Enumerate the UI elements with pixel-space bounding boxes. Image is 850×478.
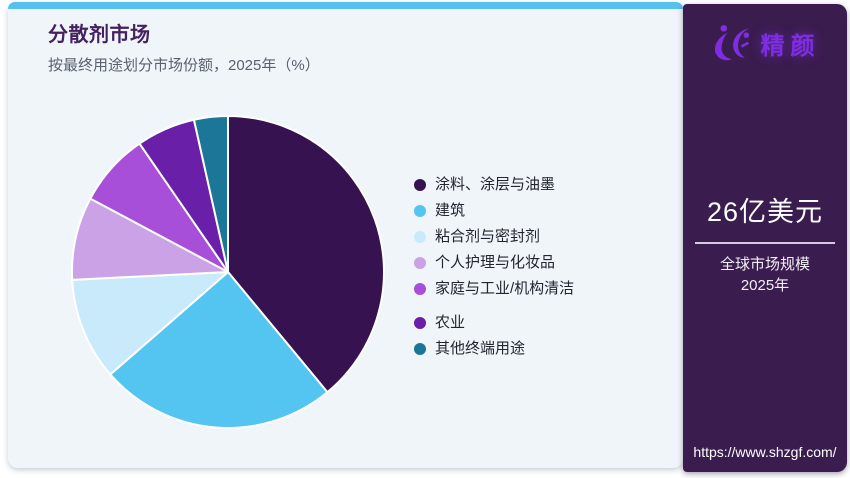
page-subtitle: 按最终用途划分市场份额，2025年（%） (48, 57, 320, 74)
market-size-block: 26亿美元 全球市场规模 2025年 (683, 190, 847, 296)
legend-item: 粘合剂与密封剂 (414, 228, 574, 245)
legend-label: 农业 (435, 314, 466, 331)
market-size-label: 全球市场规模 (719, 256, 810, 273)
legend-swatch-icon (414, 178, 426, 191)
legend-swatch-icon (414, 316, 426, 329)
brand-logo: 精颜 (683, 22, 847, 64)
legend-item: 农业 (414, 314, 574, 331)
legend-swatch-icon (414, 230, 426, 243)
pie-slice-4 (71, 197, 229, 281)
legend-item: 其他终端用途 (414, 340, 574, 357)
pie-slice-7 (192, 115, 229, 273)
legend: 涂料、涂层与油墨 建筑粘合剂与密封剂 个人护理与化妆品家庭与工业/机构清洁 农业其他终… (414, 176, 574, 366)
legend-label: 建筑 (435, 202, 466, 219)
legend-label: 家庭与工业/机构清洁 (435, 280, 575, 297)
pie-chart (71, 115, 385, 429)
top-accent-bar (8, 2, 683, 9)
legend-label: 其他终端用途 (435, 340, 526, 357)
chart-header: 分散剂市场 按最终用途划分市场份额，2025年（%） (48, 18, 320, 75)
legend-item: 家庭与工业/机构清洁 (414, 280, 574, 297)
legend-swatch-icon (414, 342, 426, 355)
brand-logo-text: 精颜 (760, 32, 821, 60)
legend-item: 涂料、涂层与油墨 (414, 176, 574, 193)
brand-logo-icon (714, 24, 750, 61)
legend-label: 个人护理与化妆品 (435, 254, 556, 271)
sidebar: 精颜 26亿美元 全球市场规模 2025年 https://www.shzgf.… (683, 4, 847, 472)
legend-item: 建筑 (414, 202, 574, 219)
divider-line (695, 242, 835, 244)
market-size-value: 26亿美元 (706, 197, 824, 227)
chart-card: 分散剂市场 按最终用途划分市场份额，2025年（%） 涂料、涂层与油墨 建筑粘合剂… (8, 2, 683, 468)
pie-slice-3 (71, 271, 229, 376)
pie-slice-2 (109, 271, 329, 429)
legend-swatch-icon (414, 256, 426, 269)
legend-swatch-icon (414, 282, 426, 295)
legend-label: 粘合剂与密封剂 (435, 228, 541, 245)
legend-item: 个人护理与化妆品 (414, 254, 574, 271)
pie-slice-1 (227, 115, 385, 394)
market-size-year: 2025年 (740, 277, 790, 294)
legend-swatch-icon (414, 204, 426, 217)
legend-label: 涂料、涂层与油墨 (435, 176, 556, 193)
page-title: 分散剂市场 (48, 24, 151, 46)
website-url[interactable]: https://www.shzgf.com/ (693, 444, 837, 460)
